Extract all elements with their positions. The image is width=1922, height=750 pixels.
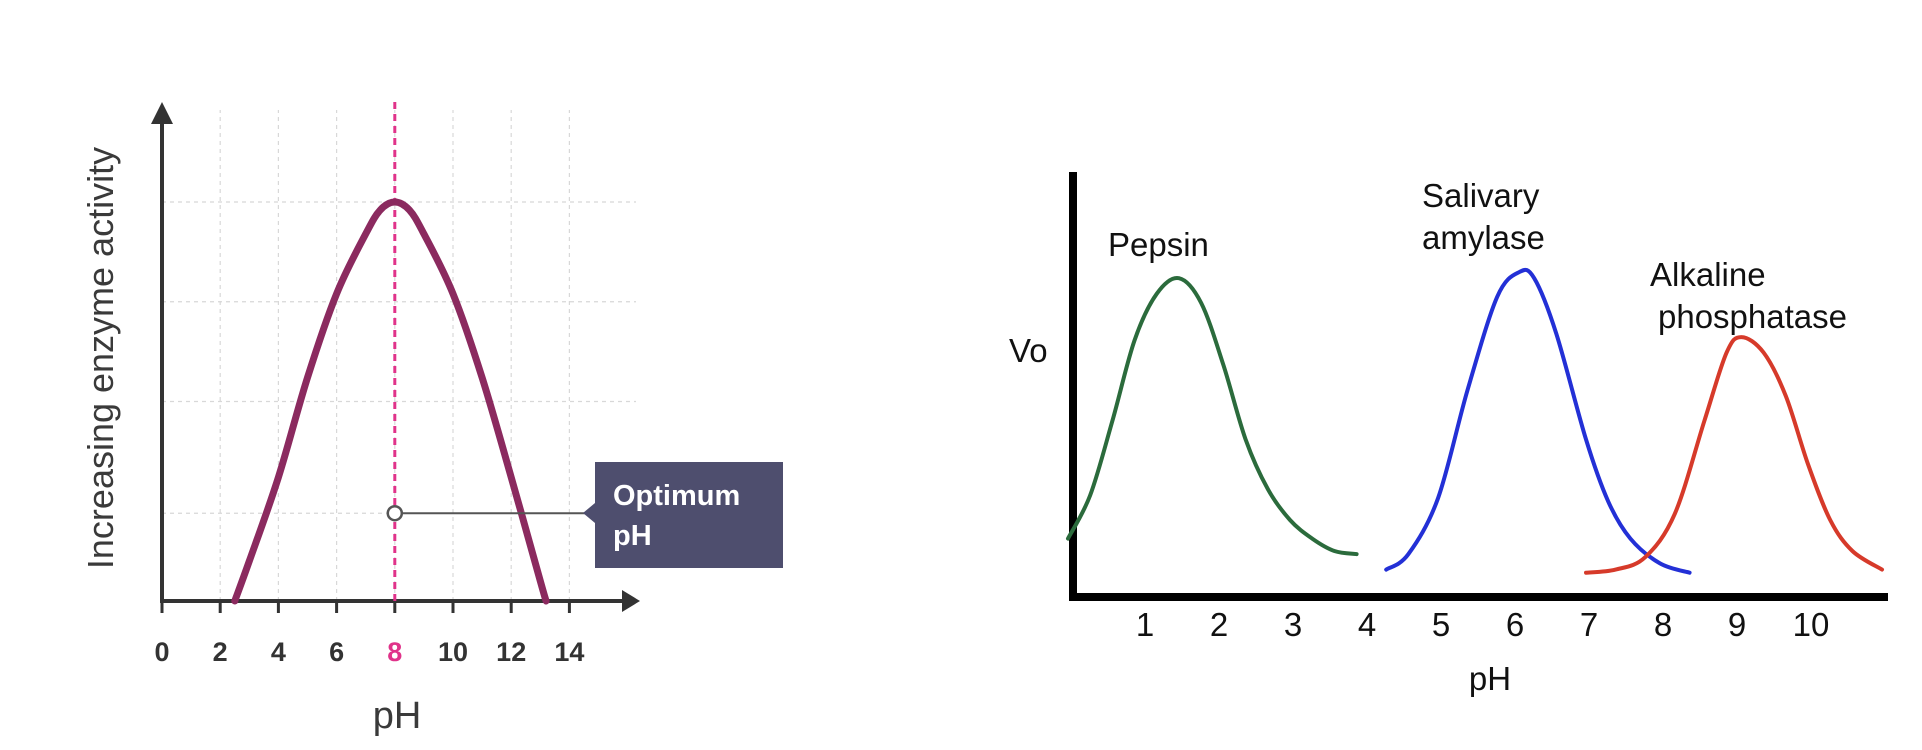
enzyme-ph-comparison-chart: 1 2 3 4 5 6 7 8 9 10 Pepsin Salivary amylase Alkaline…: [1009, 172, 1888, 697]
series-label: amylase: [1422, 219, 1545, 256]
y-axis-title: Increasing enzyme activity: [80, 147, 121, 569]
y-axis-arrow-icon: [151, 102, 173, 124]
x-tick-label: 2: [213, 637, 228, 667]
x-tick-label: 1: [1136, 606, 1154, 643]
x-tick-label: 10: [1793, 606, 1830, 643]
optimum-callout-box: [595, 462, 783, 568]
x-tick-label: 14: [554, 637, 584, 667]
x-tick-label: 0: [154, 637, 169, 667]
x-tick-label: 4: [271, 637, 286, 667]
x-tick-label: 4: [1358, 606, 1376, 643]
x-tick-label: 2: [1210, 606, 1228, 643]
x-tick-label: 7: [1580, 606, 1598, 643]
x-axis-title: pH: [373, 695, 422, 737]
callout-text-line: pH: [613, 520, 652, 552]
x-axis-title: pH: [1469, 660, 1511, 697]
x-tick-label: 9: [1728, 606, 1746, 643]
callout-pointer: [583, 503, 595, 523]
optimum-marker: [386, 504, 404, 522]
x-tick-label: 6: [329, 637, 344, 667]
x-tick-label: 5: [1432, 606, 1450, 643]
x-tick-label: 8: [387, 637, 402, 667]
series-curve-salivary-amylase: [1384, 267, 1692, 575]
enzyme-activity-curve: [231, 198, 550, 605]
series-curve-alkaline-phosphatase: [1584, 335, 1884, 575]
y-axis-title: Vo: [1009, 332, 1048, 369]
series-curve-pepsin: [1066, 275, 1359, 557]
x-tick-label: 12: [496, 637, 526, 667]
x-tick-label: 3: [1284, 606, 1302, 643]
x-tick-label: 8: [1654, 606, 1672, 643]
callout-text-line: Optimum: [613, 480, 740, 512]
x-tick-label: 6: [1506, 606, 1524, 643]
x-tick-label: 10: [438, 637, 468, 667]
x-axis-arrow-icon: [622, 590, 640, 612]
series-label: Alkaline: [1650, 256, 1766, 293]
series-label: phosphatase: [1658, 298, 1847, 335]
series-label: Salivary: [1422, 177, 1540, 214]
ph-optimum-chart: 0 2 4 6 8 10 12 14 Optimum pH pH Increasing enzyme …: [80, 102, 783, 737]
series-label: Pepsin: [1108, 226, 1209, 263]
